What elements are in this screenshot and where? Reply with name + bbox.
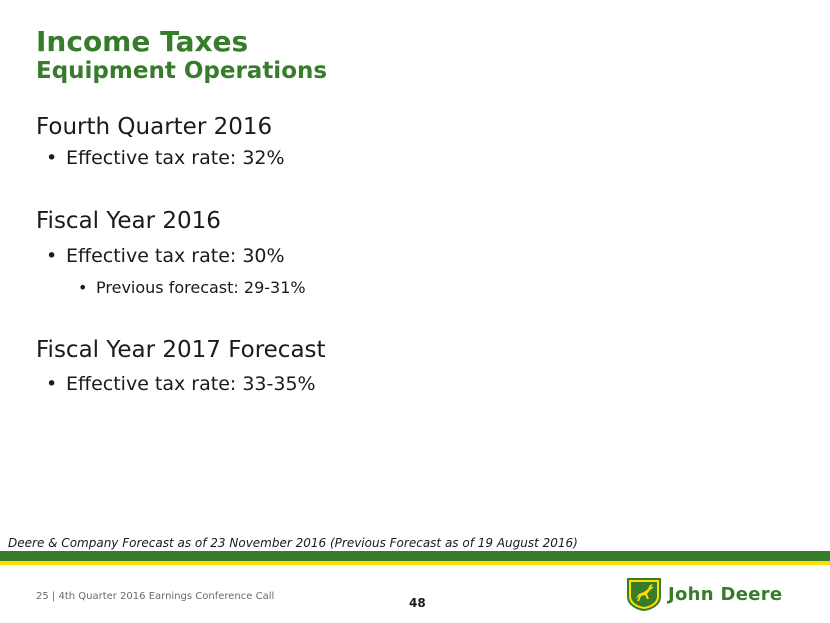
- forecast-footnote: Deere & Company Forecast as of 23 Novemb…: [8, 536, 578, 550]
- footer-green-stripe: [0, 551, 830, 561]
- bullet-dot: •: [78, 278, 88, 297]
- bullet-text: Effective tax rate: 33-35%: [66, 373, 316, 395]
- section-heading-fy-2016: Fiscal Year 2016: [36, 208, 221, 234]
- sub-bullet-previous-forecast: • Previous forecast: 29-31%: [78, 277, 306, 299]
- leaping-deer-icon: [626, 577, 662, 612]
- footer-yellow-stripe: [0, 561, 830, 565]
- bullet-fy2017-tax-rate: • Effective tax rate: 33-35%: [46, 371, 316, 397]
- bullet-dot: •: [46, 373, 58, 395]
- section-heading-q4-2016: Fourth Quarter 2016: [36, 114, 273, 140]
- bullet-q4-tax-rate: • Effective tax rate: 32%: [46, 145, 285, 171]
- page-title: Income Taxes: [36, 25, 249, 58]
- page-number: 48: [409, 596, 426, 610]
- section-heading-fy-2017-forecast: Fiscal Year 2017 Forecast: [36, 337, 326, 363]
- bullet-text: Previous forecast: 29-31%: [96, 278, 306, 297]
- bullet-dot: •: [46, 245, 58, 267]
- bullet-dot: •: [46, 147, 58, 169]
- logo-wordmark: John Deere: [668, 584, 783, 605]
- bullet-fy2016-tax-rate: • Effective tax rate: 30%: [46, 243, 285, 269]
- footer-caption: 25 | 4th Quarter 2016 Earnings Conferenc…: [36, 591, 275, 602]
- bullet-text: Effective tax rate: 32%: [66, 147, 285, 169]
- bullet-text: Effective tax rate: 30%: [66, 245, 285, 267]
- page-subtitle: Equipment Operations: [36, 58, 328, 84]
